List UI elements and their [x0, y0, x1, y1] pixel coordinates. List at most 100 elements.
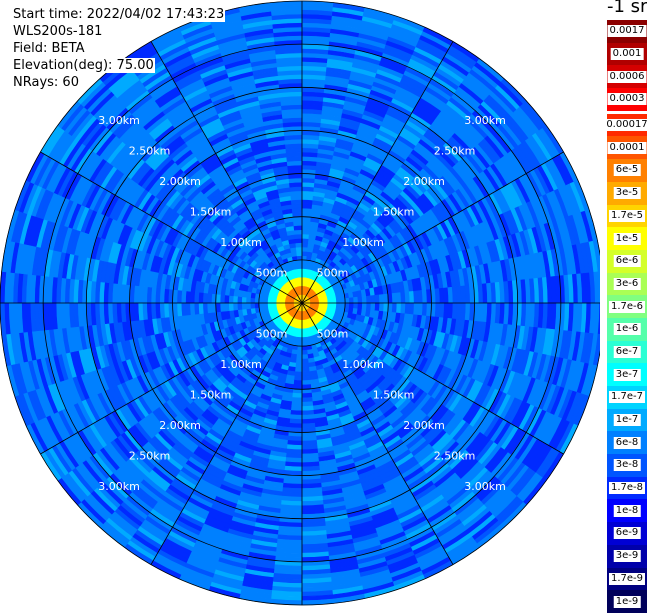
range-gate	[301, 379, 311, 386]
range-gate	[301, 375, 311, 381]
range-gate	[295, 246, 303, 252]
colorbar-tick-label: 1.7e-9	[608, 572, 646, 585]
range-gate	[228, 302, 234, 311]
colorbar-tick-label: 0.0003	[607, 93, 647, 106]
colorbar-cell: 1e-5	[607, 227, 647, 250]
colorbar-cell: 3e-9	[607, 544, 647, 568]
colorbar-tick-label: 1.7e-6	[608, 300, 646, 313]
range-gate	[301, 225, 311, 231]
ppi-plot: 500m 500m 500m 500m 1.00km 1.00km 1.00km 1.00km…	[0, 0, 600, 606]
colorbar-tick-label: 0.0017	[607, 25, 647, 38]
range-gate	[301, 203, 313, 209]
colorbar-tick-label: 3e-8	[613, 459, 641, 472]
range-gate	[228, 295, 234, 304]
range-gate	[370, 302, 376, 311]
range-gate	[249, 297, 256, 304]
info-box: Start time: 2022/04/02 17:43:23 WLS200s-…	[12, 6, 226, 91]
range-gate	[348, 302, 355, 309]
range-ring-label: 1.50km	[190, 389, 232, 402]
range-gate	[294, 367, 303, 373]
range-gate	[254, 302, 260, 309]
range-gate	[400, 302, 406, 315]
range-gate	[353, 302, 359, 310]
colorbar-cell: 3e-8	[607, 454, 647, 477]
range-gate	[301, 328, 306, 338]
colorbar-tick-label: 1e-9	[613, 595, 641, 608]
range-gate	[301, 397, 313, 403]
colorbar-units: -1 sr	[607, 0, 647, 17]
colorbar-cell: 3e-5	[607, 181, 647, 205]
range-ring-label: 3.00km	[98, 480, 140, 493]
range-ring-label: 2.00km	[159, 419, 201, 432]
colorbar-tick-label: 3e-9	[613, 550, 641, 563]
range-gate	[293, 225, 303, 231]
range-gate	[296, 255, 303, 261]
range-gate	[327, 299, 337, 304]
range-gate	[301, 242, 309, 248]
range-ring-label: 2.50km	[129, 450, 171, 463]
range-gate	[301, 250, 308, 257]
colorbar-cell: 6e-7	[607, 340, 647, 364]
elevation-label: Elevation(deg): 75.00	[12, 58, 155, 73]
range-gate	[336, 298, 346, 304]
range-ring-label: 1.50km	[373, 206, 415, 219]
range-gate	[301, 401, 314, 407]
range-ring-label: 1.50km	[190, 206, 232, 219]
range-gate	[301, 207, 313, 214]
range-gate	[290, 401, 303, 407]
range-gate	[361, 295, 368, 304]
range-gate	[301, 349, 308, 356]
colorbar-tick-label: 3e-6	[613, 277, 641, 290]
range-gate	[344, 297, 350, 304]
colorbar-cell: 0.0003	[607, 88, 647, 111]
colorbar-tick-label: 0.001	[610, 48, 644, 61]
range-gate	[301, 405, 314, 412]
range-ring-label: 2.00km	[403, 175, 445, 188]
range-gate	[202, 302, 208, 314]
colorbar-cell: 6e-8	[607, 431, 647, 455]
range-gate	[198, 291, 204, 304]
range-gate	[374, 302, 380, 312]
colorbar-cell: 1.7e-7	[607, 386, 647, 409]
range-gate	[301, 337, 307, 347]
range-gate	[291, 203, 303, 209]
colorbar-tick-label: 6e-7	[613, 345, 641, 358]
range-gate	[296, 250, 303, 257]
colorbar-cell: 0.0006	[607, 65, 647, 89]
start-time-label: Start time: 2022/04/02 17:43:23	[12, 7, 226, 22]
range-gate	[400, 291, 406, 304]
range-gate	[396, 292, 402, 304]
colorbar-tick-label: 3e-7	[613, 368, 641, 381]
range-ring-label: 2.50km	[434, 450, 476, 463]
range-ring-label: 2.50km	[129, 145, 171, 158]
range-gate	[232, 302, 238, 311]
range-gate	[301, 358, 309, 364]
range-gate	[294, 371, 303, 377]
range-ring-label: 3.00km	[98, 114, 140, 127]
range-gate	[219, 302, 226, 312]
range-gate	[301, 194, 314, 201]
range-gate	[404, 291, 411, 304]
range-gate	[301, 246, 309, 252]
range-gate	[366, 295, 372, 304]
colorbar-tick-label: 3e-5	[613, 187, 641, 200]
range-gate	[301, 199, 314, 205]
range-gate	[291, 397, 303, 403]
range-ring-label: 500m	[256, 267, 288, 280]
colorbar-cell: 0.0017	[607, 20, 647, 43]
colorbar-tick-label: 1e-7	[613, 414, 641, 427]
colorbar-cell: 0.001	[607, 42, 647, 66]
colorbar-tick-label: 6e-5	[613, 164, 641, 177]
colorbar-cell: 1e-7	[607, 408, 647, 432]
colorbar-tick-label: 0.0001	[607, 141, 647, 154]
range-gate	[366, 302, 372, 311]
colorbar-tick-label: 1e-8	[613, 504, 641, 517]
colorbar-cell: 3e-6	[607, 272, 647, 296]
range-gate	[290, 405, 303, 412]
colorbar-cell: 1.7e-6	[607, 295, 647, 318]
range-gate	[224, 302, 230, 312]
range-gate	[301, 362, 310, 369]
colorbar-cell: 0.0001	[607, 136, 647, 160]
nrays-label: NRays: 60	[12, 75, 80, 90]
range-gate	[293, 220, 303, 227]
